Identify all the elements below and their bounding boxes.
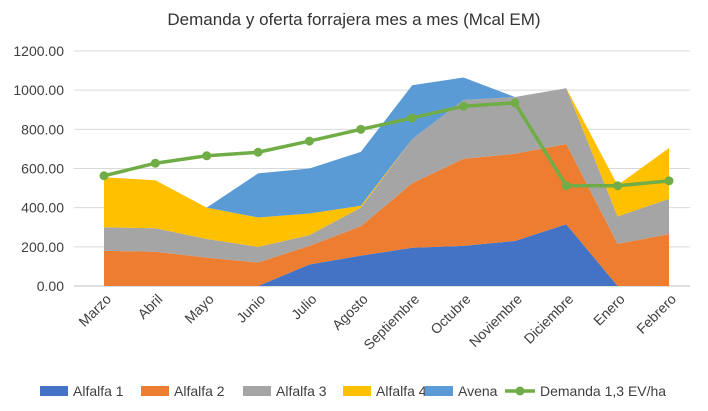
point-octubre	[459, 101, 469, 111]
point-septiembre	[407, 113, 417, 123]
point-diciembre	[561, 181, 571, 191]
x-tick-label: Agosto	[329, 291, 371, 333]
legend-marker-demanda-1-3-ev-ha	[515, 386, 525, 396]
point-agosto	[356, 124, 366, 134]
area-alfalfa-1	[104, 224, 669, 286]
area-avena	[104, 77, 669, 218]
point-noviembre	[510, 98, 520, 108]
legend-swatch-alfalfa-3	[243, 386, 271, 396]
legend-label-alfalfa-4: Alfalfa 4	[376, 383, 427, 399]
point-junio	[253, 147, 263, 157]
x-tick-label: Mayo	[181, 291, 217, 327]
point-mayo	[202, 151, 212, 161]
x-tick-label: Septiembre	[360, 291, 422, 353]
x-tick-label: Marzo	[75, 291, 114, 330]
x-axis: Marzo Abril Mayo Junio Julio AgostoSeptiembre…	[75, 291, 679, 353]
legend-label-alfalfa-2: Alfalfa 2	[174, 383, 225, 399]
point-julio	[304, 136, 314, 146]
y-tick-label: 800.00	[21, 121, 64, 137]
y-axis: 0.00 200.00 400.00 600.00 800.00 1000.00 1200.…	[13, 43, 64, 294]
legend-swatch-avena	[425, 386, 453, 396]
area-series	[104, 77, 669, 286]
legend: Alfalfa 1 Alfalfa 2 Alfalfa 3 Alfalfa 4 Aven…	[40, 383, 666, 399]
legend-swatch-alfalfa-1	[40, 386, 68, 396]
legend-label-alfalfa-1: Alfalfa 1	[73, 383, 124, 399]
x-tick-label: Julio	[288, 291, 320, 323]
legend-label-avena: Avena	[458, 383, 498, 399]
y-tick-label: 1000.00	[13, 82, 64, 98]
y-tick-label: 600.00	[21, 161, 64, 177]
y-tick-label: 200.00	[21, 239, 64, 255]
x-tick-label: Noviembre	[466, 291, 525, 350]
point-abril	[150, 158, 160, 168]
x-tick-label: Febrero	[633, 291, 679, 337]
point-febrero	[664, 176, 674, 186]
x-tick-label: Enero	[590, 291, 628, 329]
x-tick-label: Octubre	[427, 291, 474, 338]
y-tick-label: 400.00	[21, 200, 64, 216]
point-marzo	[99, 171, 109, 181]
chart-title: Demanda y oferta forrajera mes a mes (Mc…	[167, 10, 540, 29]
area-alfalfa-2	[104, 144, 669, 286]
demand-line-series	[99, 98, 674, 191]
line-demanda-1-3-ev-ha	[103, 101, 670, 188]
x-tick-label: Abril	[134, 291, 165, 322]
point-enero	[613, 181, 623, 191]
y-tick-label: 0.00	[37, 278, 64, 294]
area-alfalfa-3	[104, 88, 669, 263]
legend-swatch-alfalfa-2	[141, 386, 169, 396]
x-tick-label: Diciembre	[521, 291, 577, 347]
legend-label-demanda-1-3-ev-ha: Demanda 1,3 EV/ha	[540, 383, 666, 399]
legend-swatch-alfalfa-4	[343, 386, 371, 396]
legend-label-alfalfa-3: Alfalfa 3	[276, 383, 327, 399]
y-tick-label: 1200.00	[13, 43, 64, 59]
x-tick-label: Junio	[233, 291, 268, 326]
